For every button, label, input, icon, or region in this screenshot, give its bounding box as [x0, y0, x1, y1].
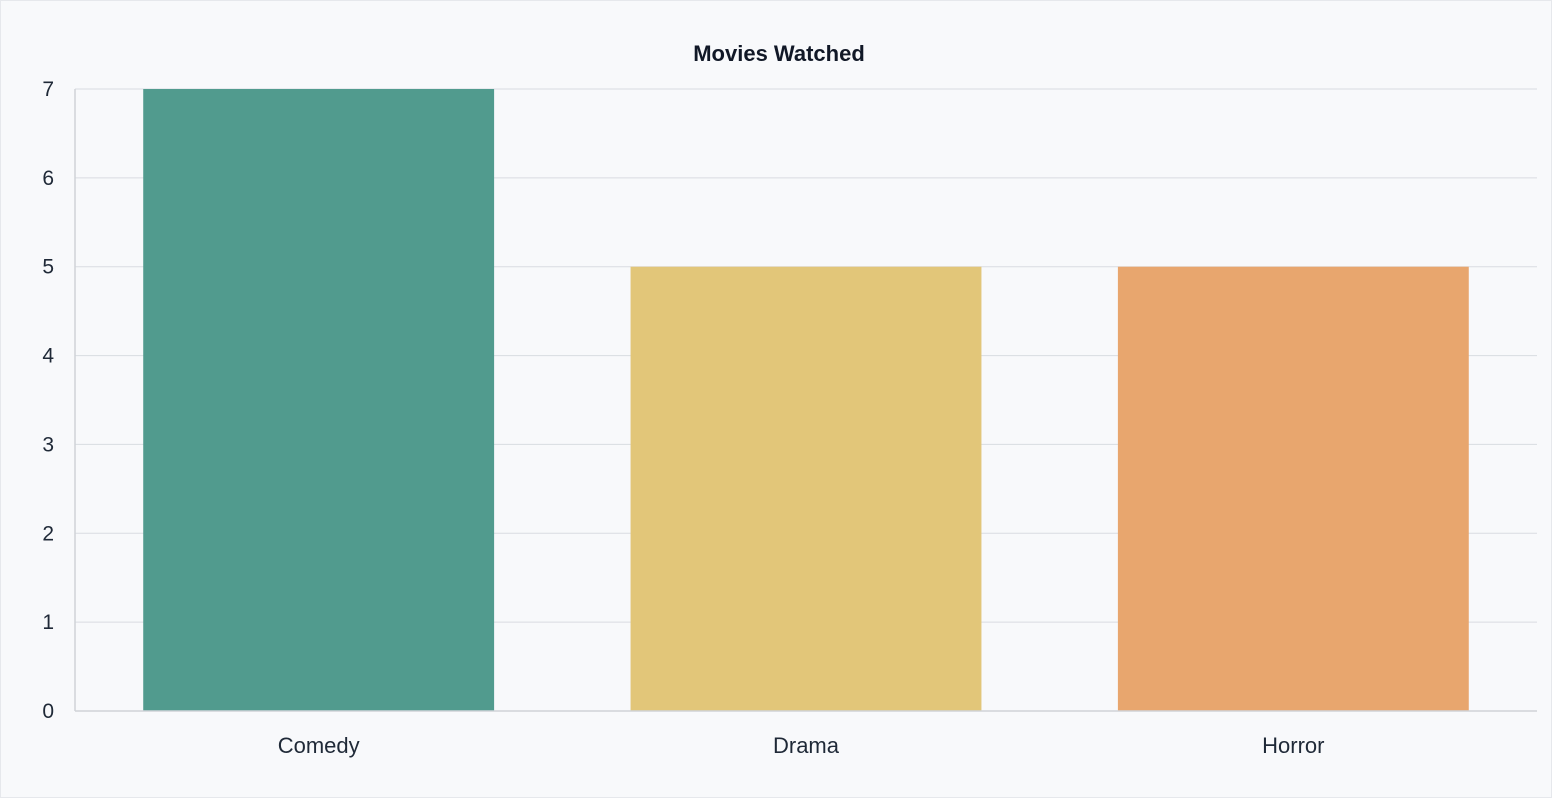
x-category-label: Horror — [1262, 733, 1324, 758]
bar-comedy[interactable] — [143, 89, 495, 711]
x-category-label: Drama — [773, 733, 840, 758]
bar-horror[interactable] — [1117, 266, 1469, 711]
y-tick-label: 3 — [42, 433, 54, 456]
chart-title: Movies Watched — [693, 41, 865, 66]
y-tick-label: 2 — [42, 522, 54, 545]
y-tick-label: 4 — [42, 345, 54, 368]
axes — [74, 89, 1537, 712]
x-category-label: Comedy — [278, 733, 360, 758]
bar-drama[interactable] — [630, 266, 982, 711]
y-axis-ticks: 0 1 2 3 4 5 6 7 — [42, 78, 54, 723]
y-tick-label: 1 — [42, 611, 54, 634]
y-tick-label: 7 — [42, 78, 54, 101]
y-tick-label: 6 — [42, 167, 54, 190]
y-tick-label: 5 — [42, 256, 54, 279]
bars — [143, 89, 1469, 711]
y-tick-label: 0 — [42, 700, 54, 723]
x-axis-categories: Comedy Drama Horror — [278, 733, 1325, 758]
